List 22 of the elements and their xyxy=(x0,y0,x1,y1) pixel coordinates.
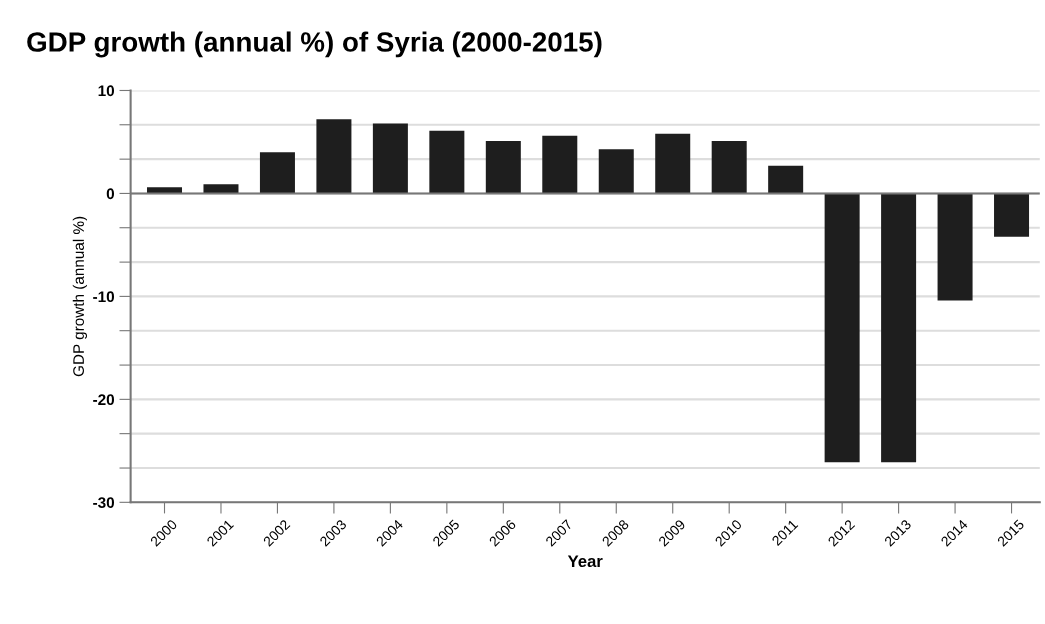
bar xyxy=(598,149,634,194)
chart-title: GDP growth (annual %) of Syria (2000-2015) xyxy=(27,31,602,58)
x-axis-title: Year xyxy=(567,555,603,568)
bar xyxy=(881,193,917,463)
y-axis-title: GDP growth (annual %) xyxy=(72,216,88,377)
bar xyxy=(768,165,804,194)
y-tick-label: 0 xyxy=(106,188,115,200)
bar xyxy=(711,140,747,194)
bar xyxy=(259,152,295,194)
y-tick-label: 10 xyxy=(98,85,115,97)
bar xyxy=(937,193,973,301)
y-tick-label: -10 xyxy=(93,291,115,303)
bar xyxy=(372,123,408,194)
bar xyxy=(655,133,691,194)
y-tick-label: -20 xyxy=(93,394,115,406)
y-tick-label: -30 xyxy=(93,497,115,509)
bar xyxy=(316,119,352,194)
bar xyxy=(485,140,521,194)
bar xyxy=(542,135,578,194)
bar xyxy=(429,130,465,194)
bar xyxy=(824,193,860,463)
bar xyxy=(994,193,1030,237)
